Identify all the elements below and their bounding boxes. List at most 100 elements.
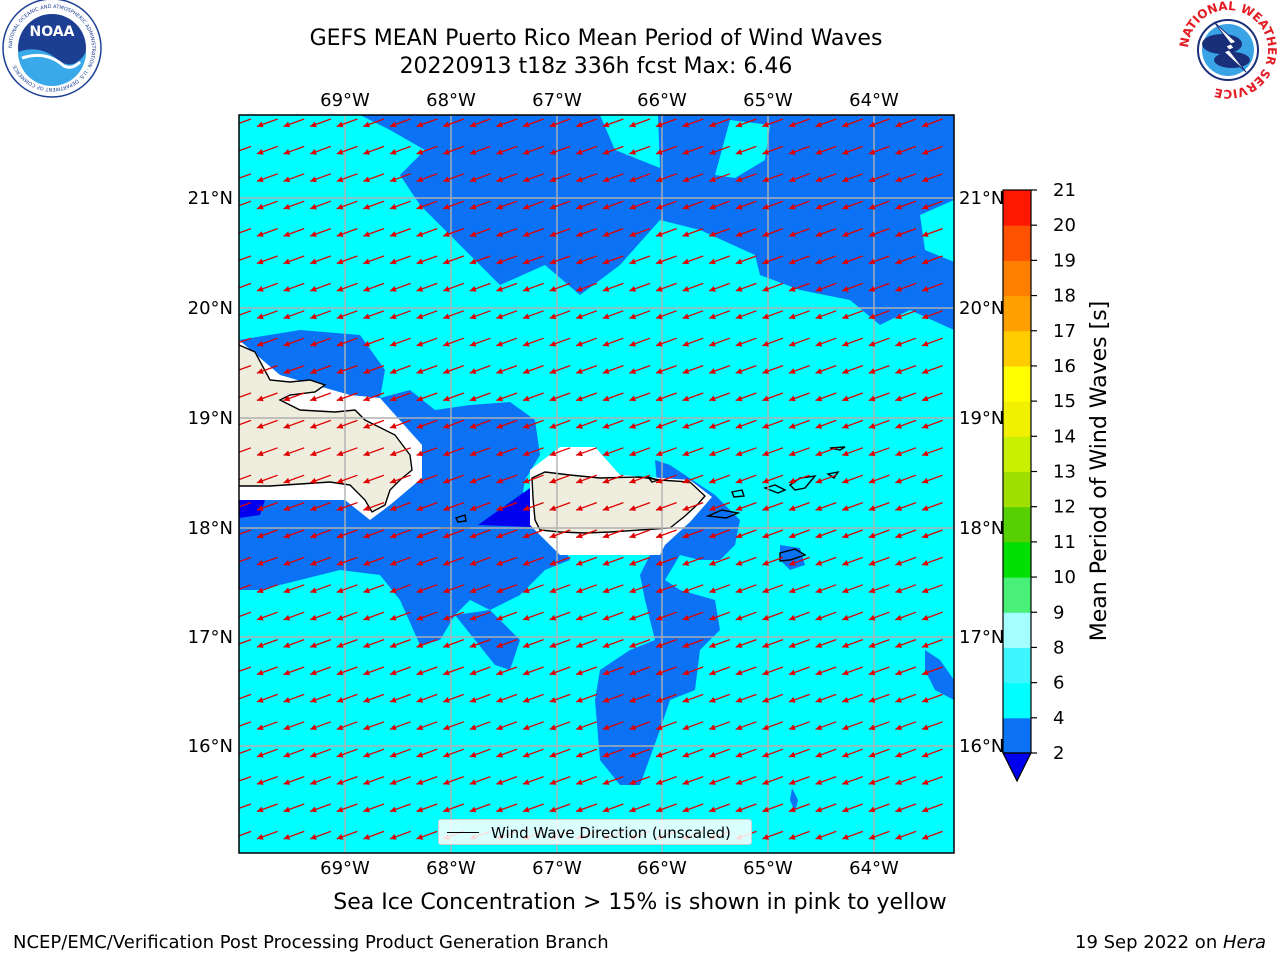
wind-arrow-head	[762, 642, 769, 648]
wind-arrow-head	[576, 477, 583, 484]
wind-arrow-head	[921, 258, 929, 265]
wind-arrow-head	[496, 231, 503, 237]
colorbar-segment	[1003, 330, 1031, 367]
wind-arrow-shaft	[239, 392, 252, 399]
wind-arrow-head	[336, 532, 344, 539]
wind-arrow-head	[256, 477, 264, 484]
wind-arrow-head	[256, 532, 264, 539]
wind-arrow-head	[576, 395, 583, 402]
wind-arrow-head	[895, 340, 902, 347]
wind-arrow-head	[735, 532, 743, 539]
wind-arrow-head	[469, 231, 477, 237]
wind-arrow-head	[336, 340, 344, 347]
wind-arrow-head	[283, 286, 291, 292]
contour-region-east-pr	[595, 460, 740, 785]
wind-arrow-head	[416, 121, 424, 128]
wind-arrow-head	[655, 231, 663, 237]
wind-arrow-head	[895, 149, 902, 155]
wind-arrow-head	[655, 258, 663, 265]
wind-arrow-head	[336, 724, 344, 731]
wind-arrow-head	[256, 258, 264, 265]
wind-arrow-head	[389, 450, 397, 457]
wind-arrow-head	[815, 450, 823, 457]
wind-arrow-head	[549, 806, 557, 813]
lat-tick-left: 16°N	[188, 736, 233, 757]
colorbar-segment	[1003, 577, 1031, 613]
wind-arrow-head	[895, 286, 902, 292]
wind-arrow-head	[283, 395, 291, 402]
wind-arrow-head	[283, 505, 291, 511]
wind-arrow-head	[815, 532, 823, 539]
wind-arrow-head	[256, 395, 264, 402]
colorbar-tick-label: 12	[1053, 497, 1076, 518]
wind-arrow-head	[815, 176, 823, 183]
wind-arrow-head	[735, 121, 743, 128]
wind-arrow-head	[629, 286, 636, 292]
wind-arrow-head	[629, 532, 636, 539]
wind-arrow-head	[815, 423, 823, 429]
wind-arrow-head	[363, 231, 370, 237]
wind-arrow-head	[655, 368, 663, 374]
wind-arrow-head	[310, 340, 317, 347]
wind-arrow-head	[310, 697, 317, 703]
wind-arrow-head	[283, 669, 291, 676]
wind-arrow-head	[788, 203, 796, 210]
wind-arrow-head	[602, 313, 610, 320]
wind-arrow-head	[336, 505, 344, 511]
wind-arrow-head	[363, 614, 370, 621]
wind-arrow-head	[416, 806, 424, 813]
wind-arrow-head	[230, 259, 237, 265]
wind-arrow-head	[629, 149, 636, 155]
wind-arrow-head	[842, 560, 849, 566]
colorbar-segment	[1003, 471, 1031, 508]
wind-arrow-head	[416, 697, 424, 703]
wind-arrow-head	[629, 231, 636, 237]
wind-arrow-head	[256, 587, 264, 594]
wind-arrow-head	[762, 368, 769, 374]
wind-arrow-shaft	[239, 584, 252, 590]
wind-arrow-head	[363, 779, 370, 785]
wind-arrow-head	[602, 423, 610, 429]
wind-arrow-head	[443, 779, 450, 785]
wind-arrow-head	[469, 587, 477, 594]
footer-branch: NCEP/EMC/Verification Post Processing Pr…	[13, 932, 609, 953]
wind-arrow-head	[283, 450, 291, 457]
wind-arrow-head	[815, 587, 823, 594]
wind-arrow-head	[709, 340, 716, 347]
wind-arrow-head	[576, 669, 583, 676]
wind-arrow-head	[655, 395, 663, 402]
wind-arrow-head	[576, 751, 583, 758]
wind-arrow-shaft	[239, 364, 252, 371]
wind-arrow-head	[735, 423, 743, 429]
wind-arrow-head	[815, 258, 823, 265]
wind-arrow-head	[842, 669, 849, 676]
wind-arrow-head	[868, 724, 876, 731]
wind-arrow-head	[336, 779, 344, 785]
wind-arrow-head	[389, 724, 397, 731]
wind-arrow-head	[762, 450, 769, 457]
wind-arrow-head	[443, 258, 450, 265]
wind-arrow-head	[336, 560, 344, 566]
wind-arrow-head	[443, 587, 450, 594]
wind-arrow-head	[389, 532, 397, 539]
wind-arrow-head	[629, 203, 636, 210]
wind-arrow-head	[921, 450, 929, 457]
wind-arrow-head	[921, 779, 929, 785]
wind-arrow-head	[762, 121, 769, 128]
wind-arrow-head	[363, 697, 370, 703]
wind-arrow-head	[549, 697, 557, 703]
wind-arrow-head	[416, 642, 424, 648]
wind-arrow-head	[416, 286, 424, 292]
wind-arrow-head	[256, 231, 264, 237]
wind-arrow-head	[921, 751, 929, 758]
wind-arrow-head	[788, 779, 796, 785]
wind-arrow-head	[762, 203, 769, 210]
wind-arrow-head	[230, 478, 237, 484]
wind-arrow-head	[443, 560, 450, 566]
wind-arrow-head	[868, 121, 876, 128]
wind-arrow-shaft	[239, 282, 252, 289]
wind-arrow-head	[842, 751, 849, 758]
wind-arrow-head	[576, 423, 583, 429]
wind-arrow-head	[469, 669, 477, 676]
wind-arrow-head	[602, 669, 610, 676]
